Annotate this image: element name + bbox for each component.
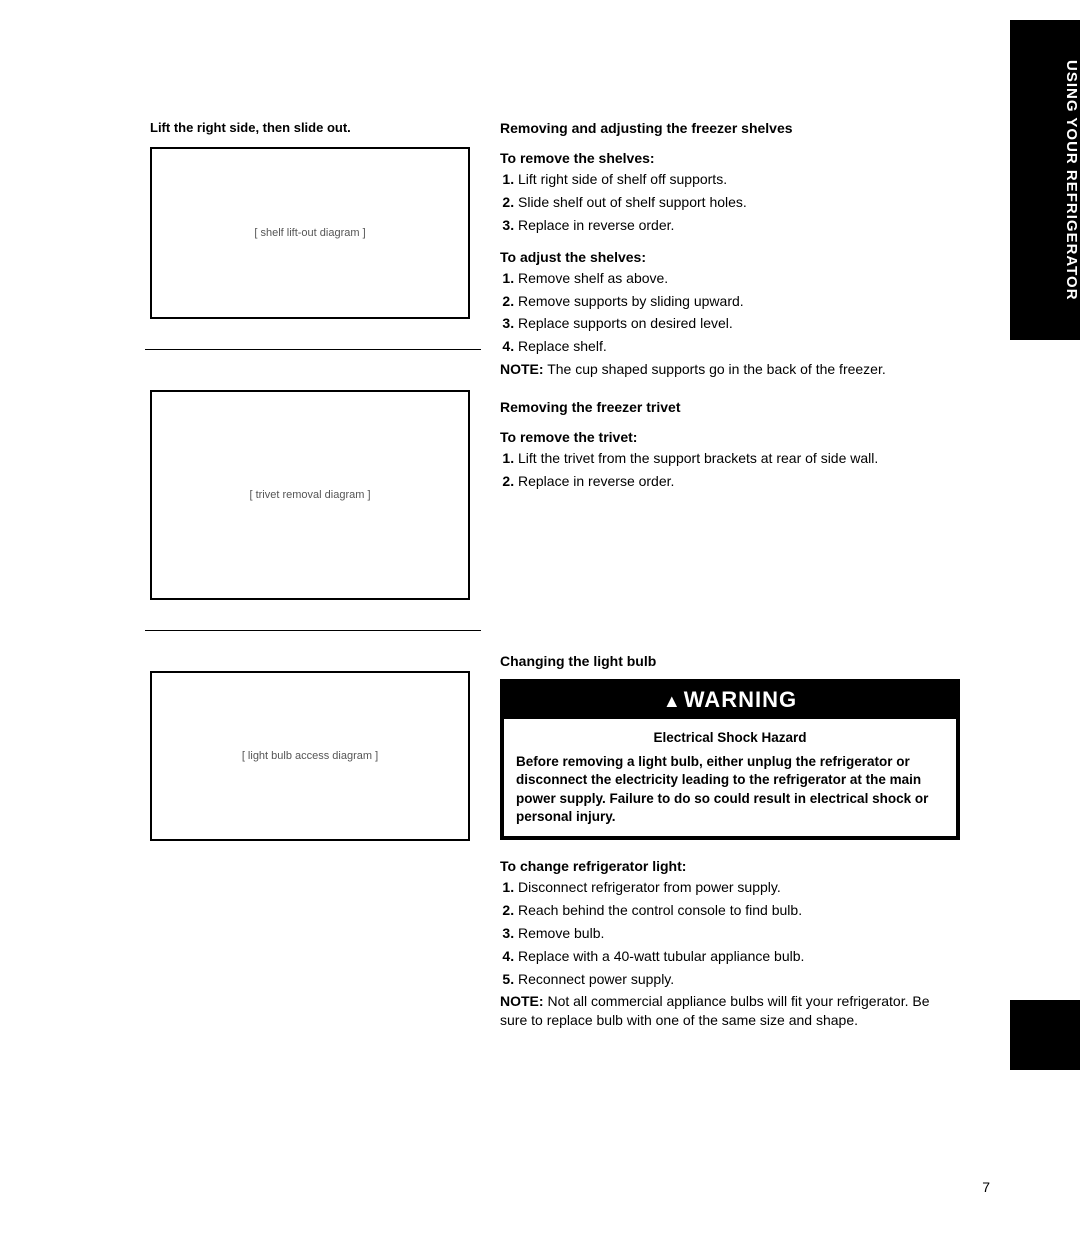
illustration-lightbulb: [ light bulb access diagram ] bbox=[150, 671, 470, 841]
warning-text: Before removing a light bulb, either unp… bbox=[516, 753, 944, 826]
illustration-caption: Lift the right side, then slide out. bbox=[150, 120, 470, 135]
list-item: Reach behind the control console to find… bbox=[518, 901, 960, 920]
list-item: Replace shelf. bbox=[518, 337, 960, 356]
note-shelves: NOTE: The cup shaped supports go in the … bbox=[500, 360, 960, 379]
warning-body: Electrical Shock Hazard Before removing … bbox=[504, 719, 956, 836]
warning-header: WARNING bbox=[504, 683, 956, 719]
warning-subtitle: Electrical Shock Hazard bbox=[516, 729, 944, 747]
divider bbox=[145, 349, 481, 350]
list-item: Disconnect refrigerator from power suppl… bbox=[518, 878, 960, 897]
list-item: Reconnect power supply. bbox=[518, 970, 960, 989]
list-adjust-shelves: Remove shelf as above. Remove supports b… bbox=[500, 269, 960, 357]
right-column: Removing and adjusting the freezer shelv… bbox=[500, 120, 1000, 1215]
list-remove-trivet: Lift the trivet from the support bracket… bbox=[500, 449, 960, 491]
section-title-lightbulb: Changing the light bulb bbox=[500, 653, 960, 669]
subhead-adjust-shelves: To adjust the shelves: bbox=[500, 249, 960, 265]
list-item: Slide shelf out of shelf support holes. bbox=[518, 193, 960, 212]
divider bbox=[145, 630, 481, 631]
section-title-shelves: Removing and adjusting the freezer shelv… bbox=[500, 120, 960, 136]
illustration-shelf: [ shelf lift-out diagram ] bbox=[150, 147, 470, 319]
page-number: 7 bbox=[982, 1179, 990, 1195]
manual-page: Lift the right side, then slide out. [ s… bbox=[0, 0, 1080, 1255]
subhead-change-light: To change refrigerator light: bbox=[500, 858, 960, 874]
list-item: Replace with a 40-watt tubular appliance… bbox=[518, 947, 960, 966]
list-item: Replace in reverse order. bbox=[518, 472, 960, 491]
list-item: Replace in reverse order. bbox=[518, 216, 960, 235]
list-item: Remove supports by sliding upward. bbox=[518, 292, 960, 311]
subhead-remove-shelves: To remove the shelves: bbox=[500, 150, 960, 166]
list-change-light: Disconnect refrigerator from power suppl… bbox=[500, 878, 960, 988]
note-lightbulb: NOTE: Not all commercial appliance bulbs… bbox=[500, 992, 960, 1030]
list-item: Lift right side of shelf off supports. bbox=[518, 170, 960, 189]
list-item: Replace supports on desired level. bbox=[518, 314, 960, 333]
list-item: Remove shelf as above. bbox=[518, 269, 960, 288]
section-tab: USING YOUR REFRIGERATOR bbox=[1010, 20, 1080, 340]
list-remove-shelves: Lift right side of shelf off supports. S… bbox=[500, 170, 960, 235]
warning-box: WARNING Electrical Shock Hazard Before r… bbox=[500, 679, 960, 840]
list-item: Lift the trivet from the support bracket… bbox=[518, 449, 960, 468]
subhead-remove-trivet: To remove the trivet: bbox=[500, 429, 960, 445]
illustration-trivet: [ trivet removal diagram ] bbox=[150, 390, 470, 600]
list-item: Remove bulb. bbox=[518, 924, 960, 943]
section-title-trivet: Removing the freezer trivet bbox=[500, 399, 960, 415]
left-column: Lift the right side, then slide out. [ s… bbox=[150, 120, 470, 1215]
